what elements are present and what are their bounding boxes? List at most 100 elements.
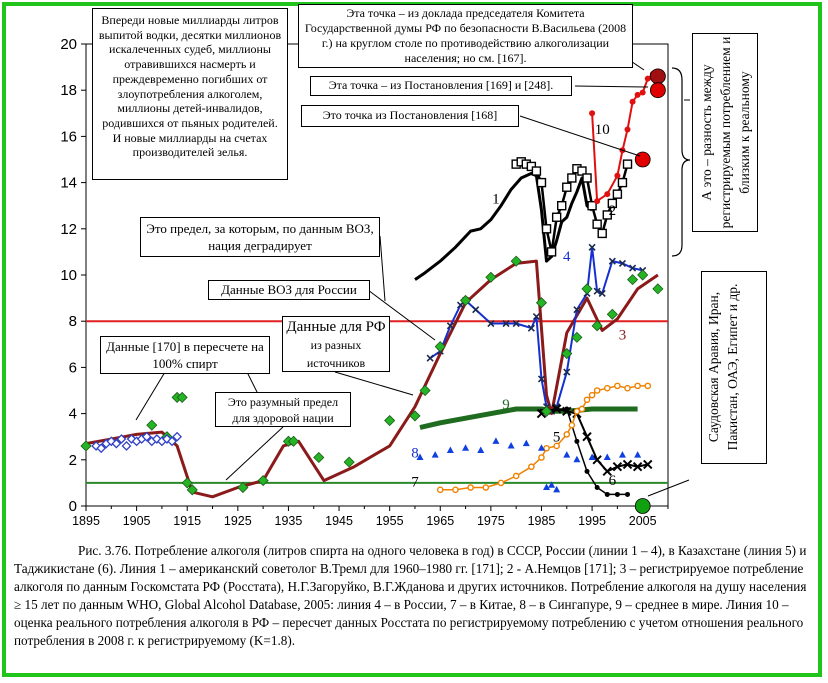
leader-line	[334, 371, 414, 396]
series-8-point	[492, 437, 500, 444]
green-diamond-point	[591, 320, 603, 332]
blue-diamond-point	[96, 443, 107, 454]
series-7-point	[467, 484, 474, 491]
series-7-point	[543, 444, 550, 452]
y-tick-label: 2	[69, 452, 77, 469]
y-tick-label: 10	[60, 267, 77, 284]
series-10-point	[614, 172, 621, 179]
alcohol-consumption-chart: 1895 1905 1915 1925 1935 1945 1955 1965 1975 1985…	[60, 22, 691, 528]
series-7-point	[603, 384, 611, 392]
series-3-line	[85, 259, 659, 499]
green-diamond-point	[409, 410, 421, 422]
leader-line	[135, 371, 166, 421]
green-diamond-point	[257, 475, 269, 487]
blue-diamond-point	[172, 431, 183, 442]
series-6-point	[625, 491, 631, 497]
series-2-point	[551, 212, 562, 222]
series-6-point	[594, 485, 600, 491]
series-7-point	[538, 454, 545, 461]
series-7-point	[583, 396, 591, 404]
series-8-point	[477, 446, 485, 454]
series-7-point	[614, 382, 621, 390]
series-4-point	[446, 322, 454, 330]
annotation-difference: А это – разность между регистрируемым по…	[699, 36, 752, 229]
highlight-point	[634, 151, 651, 168]
series-6-point	[564, 406, 570, 412]
green-diamond-point	[434, 341, 446, 353]
x-tick-label: 1915	[173, 514, 201, 528]
series-4-point	[527, 324, 535, 332]
series-7-point	[497, 479, 505, 487]
series-8-point	[537, 444, 545, 451]
series-5-point	[592, 455, 602, 465]
line-label-7: 7	[411, 474, 419, 490]
y-tick-label: 8	[69, 313, 77, 330]
series-10-point	[634, 91, 641, 98]
series-7-point	[553, 442, 560, 450]
series-4-point	[537, 375, 546, 383]
series-7-point	[563, 431, 571, 438]
annotation-resolution168: Это точка из Постановления [168]	[301, 105, 519, 127]
series-7-point	[573, 407, 581, 415]
series-8-point	[416, 453, 424, 460]
series-2-point	[577, 166, 587, 176]
series-4-point	[588, 243, 596, 251]
x-tick-label: 1955	[376, 514, 404, 528]
series-8-point	[431, 451, 439, 458]
blue-diamond-point	[121, 441, 132, 451]
series-2-point	[541, 224, 552, 234]
series-7-point	[578, 405, 586, 413]
x-tick-label: 1905	[123, 514, 151, 528]
highlight-point	[649, 82, 666, 99]
green-diamond-point	[343, 456, 355, 468]
annotation-vasiliev: Эта точка – из доклада председателя Коми…	[298, 4, 633, 68]
x-tick-label: 1925	[224, 514, 252, 528]
series-8-point	[553, 485, 561, 493]
series-2-point	[622, 159, 633, 169]
series-7-point	[634, 382, 641, 390]
series-4-point	[563, 368, 571, 376]
series-2-point	[587, 200, 597, 211]
green-diamond-point	[146, 419, 158, 431]
green-diamond-point	[181, 477, 193, 489]
line-label-6: 6	[609, 473, 617, 489]
series-7-point	[512, 472, 520, 480]
series-4-point	[573, 306, 581, 314]
series-6-point	[604, 491, 610, 497]
series-7-point	[593, 387, 601, 394]
series-10-point	[629, 98, 636, 105]
line-label-1: 1	[492, 191, 500, 207]
green-diamond-point	[176, 391, 188, 403]
green-diamond-point	[384, 414, 396, 427]
blue-diamond-point	[141, 431, 152, 442]
series-7-point	[588, 391, 596, 399]
annotation-rf-sources: Данные для РФ из разных источников	[282, 316, 390, 372]
series-4-point	[593, 287, 601, 295]
series-8-point	[573, 455, 581, 463]
leader-line	[379, 235, 386, 302]
highlight-point	[649, 68, 666, 85]
green-diamond-point	[510, 255, 522, 267]
green-diamond-point	[581, 283, 593, 295]
series-6-point	[584, 468, 590, 474]
x-tick-label: 1995	[578, 514, 606, 528]
annotation-who-limit: Это предел, за которым, по данным ВОЗ, н…	[140, 217, 380, 257]
x-tick-label: 1945	[325, 514, 353, 528]
series-8-point	[563, 451, 571, 458]
highlight-point	[634, 498, 651, 514]
line-label-5: 5	[553, 429, 561, 445]
series-4-point	[532, 313, 540, 321]
series-8-point	[618, 451, 626, 458]
green-diamond-point	[313, 451, 325, 464]
annotation-countries: Саудовская Аравия, Иран, Пакистан, ОАЭ, …	[706, 283, 740, 451]
series-7-line	[440, 385, 648, 491]
series-2-point	[557, 200, 567, 211]
green-diamond-point	[540, 405, 553, 417]
x-tick-label: 1895	[72, 514, 100, 528]
series-7-point	[568, 421, 576, 429]
x-tick-label: 1935	[275, 514, 303, 528]
green-diamond-point	[561, 347, 573, 360]
series-10-point	[644, 75, 651, 82]
series-5-point	[622, 459, 633, 470]
line-label-4: 4	[563, 249, 571, 265]
